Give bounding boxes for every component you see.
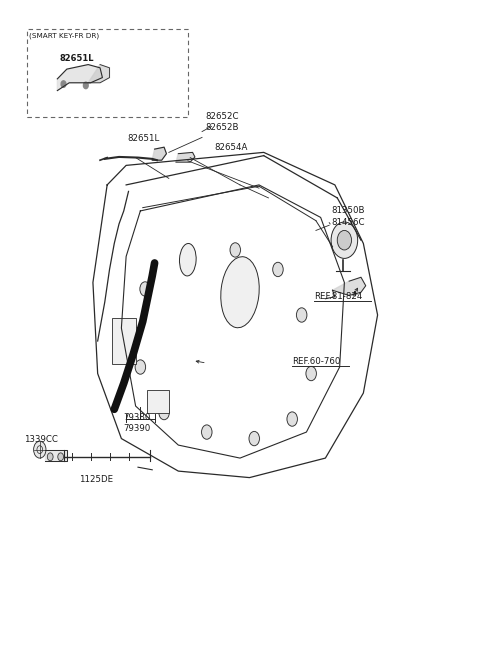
Circle shape: [273, 262, 283, 277]
Polygon shape: [46, 450, 67, 461]
Text: 82652B: 82652B: [206, 123, 240, 132]
Circle shape: [140, 282, 150, 296]
Polygon shape: [152, 147, 167, 160]
Text: 79380: 79380: [124, 413, 151, 422]
Text: REF.81-824: REF.81-824: [314, 293, 362, 301]
Circle shape: [48, 453, 53, 461]
Ellipse shape: [180, 243, 196, 276]
Circle shape: [159, 405, 169, 420]
Circle shape: [331, 222, 358, 258]
Polygon shape: [333, 277, 366, 295]
Circle shape: [131, 327, 141, 342]
Text: 82652C: 82652C: [206, 112, 240, 121]
Circle shape: [58, 453, 63, 461]
Text: 79390: 79390: [124, 424, 151, 433]
Circle shape: [230, 243, 240, 257]
Text: 1339CC: 1339CC: [24, 435, 58, 443]
Text: 82654A: 82654A: [214, 144, 247, 152]
Circle shape: [249, 432, 260, 445]
Text: 1125DE: 1125DE: [79, 475, 113, 484]
Text: 81456C: 81456C: [331, 218, 365, 226]
Circle shape: [34, 441, 46, 458]
Text: 82651L: 82651L: [60, 54, 94, 62]
Circle shape: [135, 360, 145, 374]
Polygon shape: [176, 152, 195, 162]
Polygon shape: [88, 64, 109, 83]
Polygon shape: [57, 64, 102, 91]
Circle shape: [202, 425, 212, 440]
FancyBboxPatch shape: [26, 29, 188, 117]
Text: (SMART KEY-FR DR): (SMART KEY-FR DR): [29, 33, 99, 39]
Circle shape: [306, 367, 316, 380]
Text: REF.60-760: REF.60-760: [292, 358, 341, 367]
Ellipse shape: [221, 256, 259, 328]
Circle shape: [297, 308, 307, 322]
Text: 81350B: 81350B: [331, 206, 365, 215]
Bar: [147, 390, 169, 413]
Text: 82651L: 82651L: [127, 134, 159, 143]
Bar: [112, 318, 136, 364]
Circle shape: [287, 412, 298, 426]
Circle shape: [337, 230, 351, 250]
Circle shape: [61, 81, 66, 87]
Circle shape: [84, 82, 88, 89]
